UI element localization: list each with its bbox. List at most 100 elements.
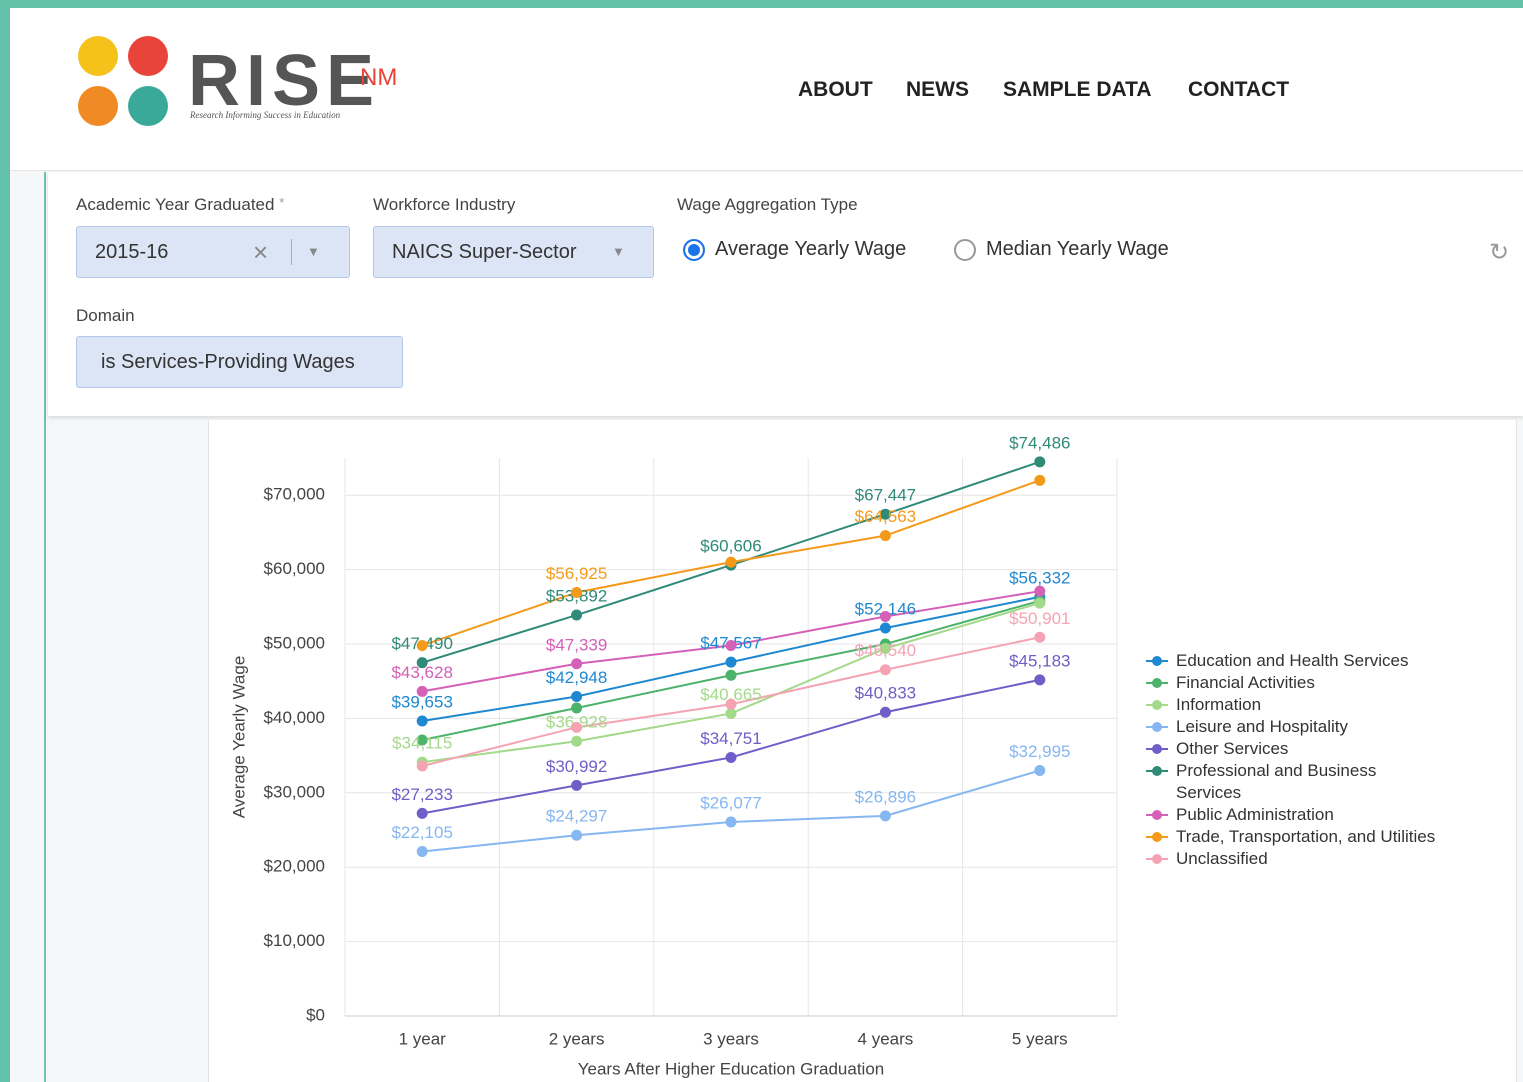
legend-item[interactable]: Public Administration (1146, 804, 1446, 826)
data-point (725, 816, 737, 828)
data-label: $60,606 (700, 537, 761, 556)
data-point (879, 642, 891, 654)
data-label: $67,447 (855, 486, 916, 505)
legend-swatch (1146, 694, 1168, 716)
legend-label: Unclassified (1176, 849, 1268, 868)
data-point (571, 609, 583, 621)
data-label: $27,233 (391, 785, 452, 804)
data-point (879, 664, 891, 676)
legend-swatch (1146, 716, 1168, 738)
data-label: $40,833 (855, 684, 916, 703)
data-point (1034, 585, 1046, 597)
logo-icon (78, 36, 168, 126)
y-tick-label: $40,000 (264, 708, 325, 727)
legend-label: Public Administration (1176, 805, 1334, 824)
legend-item[interactable]: Education and Health Services (1146, 650, 1446, 672)
data-label: $74,486 (1009, 433, 1070, 452)
data-point (416, 846, 428, 858)
data-label: $40,665 (700, 685, 761, 704)
data-point (1034, 674, 1046, 686)
nav-link[interactable]: NEWS (906, 78, 969, 101)
data-point (571, 690, 583, 702)
data-point (416, 760, 428, 772)
y-tick-label: $10,000 (264, 931, 325, 950)
legend-item[interactable]: Financial Activities (1146, 672, 1446, 694)
data-point (571, 721, 583, 733)
radio-option[interactable]: Average Yearly Wage (683, 238, 906, 261)
legend-swatch (1146, 760, 1168, 782)
data-point (416, 807, 428, 819)
refresh-icon[interactable]: ↻ (1489, 239, 1510, 266)
nav-link[interactable]: CONTACT (1188, 78, 1290, 101)
data-point (1034, 765, 1046, 777)
chart-panel (208, 420, 1517, 1082)
nav-link[interactable]: ABOUT (798, 78, 873, 101)
year-select[interactable]: 2015-16 × ▼ (76, 226, 350, 278)
field-label: Domain (76, 306, 135, 325)
y-tick-label: $70,000 (264, 485, 325, 504)
y-axis-title: Average Yearly Wage (229, 656, 248, 819)
data-label: $42,948 (546, 668, 607, 687)
data-point (571, 658, 583, 670)
logo-suffix: NM (360, 64, 398, 91)
data-point (725, 556, 737, 568)
data-point (725, 698, 737, 710)
data-point (1034, 631, 1046, 643)
field-label: Workforce Industry (373, 195, 516, 214)
industry-select[interactable]: NAICS Super-Sector ▼ (373, 226, 654, 278)
legend-label: Trade, Transportation, and Utilities (1176, 827, 1436, 846)
data-label: $34,115 (392, 734, 452, 753)
legend-item[interactable]: Unclassified (1146, 848, 1446, 870)
data-point (571, 586, 583, 598)
data-point (571, 829, 583, 841)
sidebar-line (44, 172, 46, 1082)
data-label: $24,297 (546, 807, 607, 826)
legend-label: Other Services (1176, 739, 1289, 758)
logo-tagline: Research Informing Success in Education (190, 110, 341, 120)
data-point (416, 639, 428, 651)
data-point (879, 530, 891, 542)
legend-swatch (1146, 650, 1168, 672)
field-label: Academic Year Graduated * (76, 195, 284, 215)
data-point (1034, 456, 1046, 468)
data-label: $52,146 (855, 600, 916, 619)
legend-swatch (1146, 804, 1168, 826)
data-point (725, 639, 737, 651)
header: RISE NM Research Informing Success in Ed… (10, 8, 1523, 170)
data-point (725, 656, 737, 668)
radio-option[interactable]: Median Yearly Wage (954, 238, 1169, 261)
data-label: $39,653 (391, 692, 452, 711)
legend-item[interactable]: Leisure and Hospitality (1146, 716, 1446, 738)
legend-item[interactable]: Trade, Transportation, and Utilities (1146, 826, 1446, 848)
x-tick-label: 1 year (399, 1029, 447, 1048)
legend-item[interactable]: Professional and Business Services (1146, 760, 1446, 804)
legend-item[interactable]: Information (1146, 694, 1446, 716)
nav-link[interactable]: SAMPLE DATA (1003, 78, 1152, 101)
y-tick-label: $20,000 (264, 857, 325, 876)
legend-swatch (1146, 848, 1168, 870)
legend-label: Financial Activities (1176, 673, 1315, 692)
dropdown-icon[interactable]: ▼ (307, 244, 320, 259)
data-point (571, 702, 583, 714)
logo-text: RISE (188, 41, 381, 121)
legend-item[interactable]: Other Services (1146, 738, 1446, 760)
x-tick-label: 3 years (703, 1029, 759, 1048)
legend-swatch (1146, 672, 1168, 694)
select-value: 2015-16 (95, 241, 169, 263)
domain-select[interactable]: is Services-Providing Wages (76, 336, 403, 388)
clear-icon[interactable]: × (253, 237, 269, 267)
x-axis-title: Years After Higher Education Graduation (578, 1059, 885, 1078)
data-label: $46,540 (855, 641, 916, 660)
data-label: $56,925 (546, 564, 607, 583)
data-label: $56,332 (1009, 568, 1070, 587)
data-label: $64,563 (855, 507, 916, 526)
radio-button[interactable] (954, 238, 976, 261)
y-tick-label: $30,000 (264, 782, 325, 801)
data-label: $26,896 (855, 787, 916, 806)
data-point (416, 715, 428, 727)
y-tick-label: $50,000 (264, 633, 325, 652)
radio-button[interactable] (683, 238, 705, 261)
data-label: $43,628 (391, 663, 452, 682)
